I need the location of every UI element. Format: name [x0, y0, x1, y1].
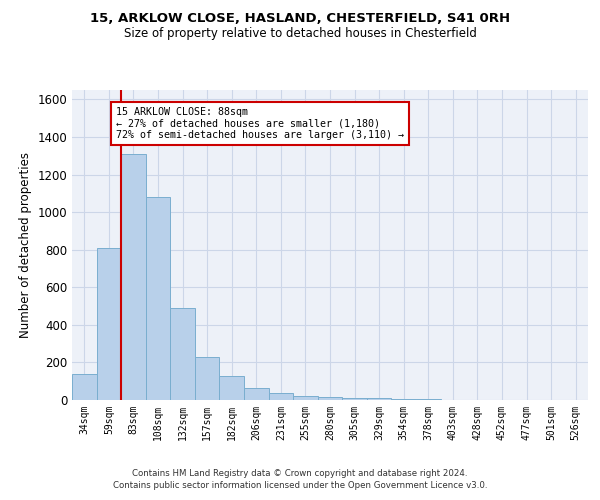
Text: 15 ARKLOW CLOSE: 88sqm
← 27% of detached houses are smaller (1,180)
72% of semi-: 15 ARKLOW CLOSE: 88sqm ← 27% of detached… [116, 107, 404, 140]
Bar [97, 248, 121, 400]
Text: Size of property relative to detached houses in Chesterfield: Size of property relative to detached ho… [124, 28, 476, 40]
Text: 15, ARKLOW CLOSE, HASLAND, CHESTERFIELD, S41 0RH: 15, ARKLOW CLOSE, HASLAND, CHESTERFIELD,… [90, 12, 510, 26]
Bar [72, 374, 97, 400]
Bar [195, 357, 220, 400]
Bar [269, 394, 293, 400]
Bar [146, 197, 170, 400]
Bar [342, 398, 367, 400]
Bar [244, 388, 269, 400]
Bar [170, 308, 195, 400]
Bar [391, 399, 416, 400]
Text: Contains HM Land Registry data © Crown copyright and database right 2024.
Contai: Contains HM Land Registry data © Crown c… [113, 468, 487, 490]
Bar [318, 397, 342, 400]
Bar [293, 396, 318, 400]
Bar [121, 154, 146, 400]
Bar [220, 376, 244, 400]
Y-axis label: Number of detached properties: Number of detached properties [19, 152, 32, 338]
Bar [367, 398, 391, 400]
